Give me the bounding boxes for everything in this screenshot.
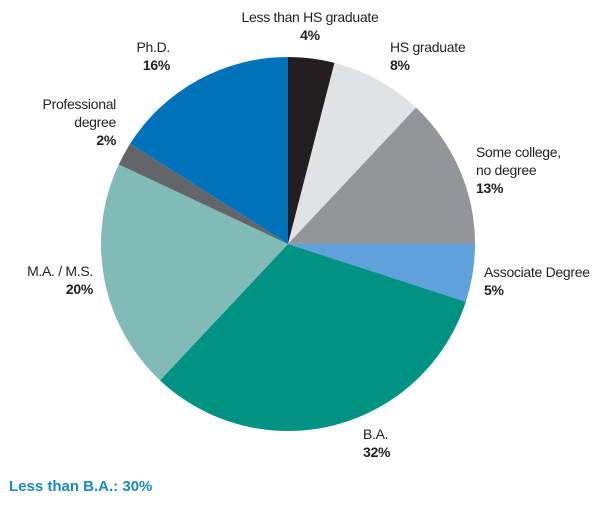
category-name: Some college, no degree <box>476 144 561 178</box>
pie-slice <box>101 164 289 381</box>
value-label: 2% <box>96 132 116 148</box>
value-label: 32% <box>363 444 391 460</box>
pie-slice <box>288 57 335 244</box>
category-name: Professional degree <box>42 96 117 130</box>
value-label: 16% <box>142 57 170 73</box>
category-name: Ph.D. <box>136 39 170 55</box>
slice-label: Ph.D. 16% <box>90 38 170 74</box>
category-name: HS graduate <box>390 39 466 55</box>
pie-slice <box>130 57 288 244</box>
slice-label: HS graduate 8% <box>390 38 510 74</box>
value-label: 4% <box>300 27 320 43</box>
pie-slice <box>288 62 417 244</box>
category-name: M.A. / M.S. <box>27 263 93 279</box>
pie-slice <box>118 143 289 244</box>
value-label: 20% <box>65 281 93 297</box>
value-label: 8% <box>390 57 410 73</box>
footnote: Less than B.A.: 30% <box>9 478 153 495</box>
pie-slice <box>288 107 475 245</box>
category-name: Associate Degree <box>484 264 590 280</box>
slice-label: Professional degree 2% <box>26 95 117 149</box>
pie-slice <box>159 244 466 432</box>
slice-label: M.A. / M.S. 20% <box>3 262 93 298</box>
category-name: Less than HS graduate <box>241 9 379 25</box>
value-label: 13% <box>476 180 504 196</box>
slice-label: Less than HS graduate 4% <box>220 8 400 44</box>
slice-label: B.A. 32% <box>363 425 443 461</box>
category-name: B.A. <box>363 426 389 442</box>
value-label: 5% <box>484 282 504 298</box>
slice-label: Some college, no degree 13% <box>476 143 576 197</box>
slice-label: Associate Degree 5% <box>484 263 596 299</box>
pie-slice <box>288 244 475 302</box>
